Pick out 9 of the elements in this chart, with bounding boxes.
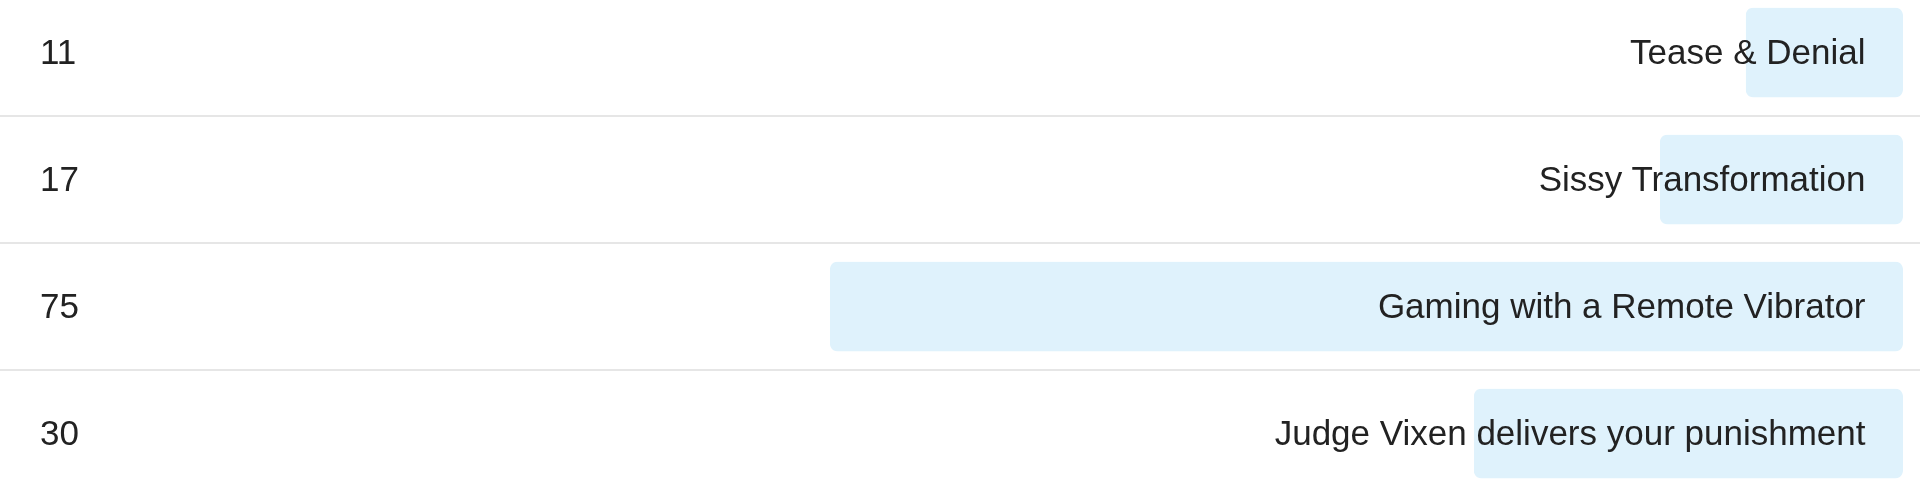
data-label: 11	[40, 31, 77, 71]
data-label: 75	[40, 285, 79, 325]
y-tick-label: Sissy Transformation	[1538, 158, 1866, 198]
bar	[829, 261, 1903, 352]
data-label: 30	[40, 412, 79, 452]
y-tick-label: Gaming with a Remote Vibrator	[1377, 285, 1866, 325]
y-tick-label: Tease & Denial	[1630, 31, 1866, 71]
y-tick-label: Judge Vixen delivers your punishment	[1274, 412, 1866, 452]
data-label: 17	[40, 158, 79, 198]
